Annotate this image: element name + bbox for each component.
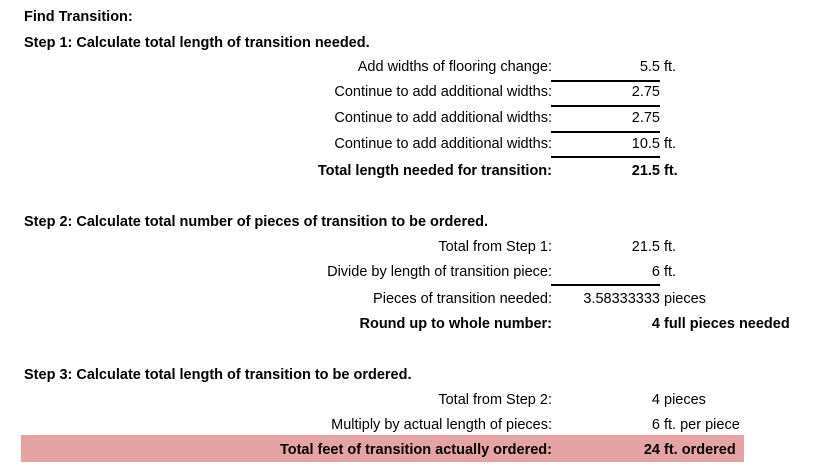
step3-unit-row1: pieces	[664, 392, 706, 408]
step2-unit-row3: pieces	[664, 291, 706, 307]
step1-total-unit: ft.	[664, 163, 678, 179]
step2-round-unit: full pieces needed	[664, 316, 790, 332]
step2-value-row2[interactable]: 6	[651, 264, 660, 280]
step2-label-row1: Total from Step 1:	[438, 239, 552, 255]
step1-rule-4	[551, 156, 660, 158]
step2-unit-row2: ft.	[664, 264, 677, 280]
total-ordered-highlight	[21, 435, 744, 462]
step3-heading: Step 3: Calculate total length of transi…	[24, 367, 412, 383]
step2-heading: Step 2: Calculate total number of pieces…	[24, 214, 489, 230]
step1-value-row4[interactable]: 10.5	[631, 136, 660, 152]
step3-value-row2[interactable]: 6	[651, 417, 660, 433]
step1-total-value: 21.5	[631, 163, 660, 179]
step1-label-row3: Continue to add additional widths:	[334, 110, 552, 126]
step2-round-value: 4	[651, 316, 660, 332]
step2-label-row3: Pieces of transition needed:	[373, 291, 552, 307]
step3-label-row2: Multiply by actual length of pieces:	[331, 417, 552, 433]
step3-total-unit: ft. ordered	[664, 442, 736, 458]
step3-label-row1: Total from Step 2:	[438, 392, 552, 408]
step1-label-row2: Continue to add additional widths:	[334, 84, 552, 100]
step1-rule-1	[551, 80, 660, 82]
step1-unit-row1: ft.	[664, 59, 677, 75]
step1-unit-row4: ft.	[664, 136, 677, 152]
step3-unit-row2: ft. per piece	[664, 417, 740, 433]
step2-value-row1: 21.5	[631, 239, 660, 255]
step2-unit-row1: ft.	[664, 239, 677, 255]
step3-total-value: 24	[643, 442, 660, 458]
step1-rule-3	[551, 131, 660, 133]
step2-value-row3: 3.58333333	[583, 291, 660, 307]
step1-label-row1: Add widths of flooring change:	[357, 59, 552, 75]
step1-label-row4: Continue to add additional widths:	[334, 136, 552, 152]
step2-rule-1	[551, 284, 660, 286]
page-title: Find Transition:	[24, 9, 133, 25]
step3-value-row1: 4	[651, 392, 660, 408]
step1-total-label: Total length needed for transition:	[317, 163, 552, 179]
step1-value-row2[interactable]: 2.75	[631, 84, 660, 100]
step1-rule-2	[551, 105, 660, 107]
step1-value-row3[interactable]: 2.75	[631, 110, 660, 126]
step1-heading: Step 1: Calculate total length of transi…	[24, 35, 370, 51]
step2-label-row2: Divide by length of transition piece:	[327, 264, 552, 280]
step3-total-label: Total feet of transition actually ordere…	[279, 442, 552, 458]
step1-value-row1[interactable]: 5.5	[639, 59, 660, 75]
step2-round-label: Round up to whole number:	[359, 316, 552, 332]
